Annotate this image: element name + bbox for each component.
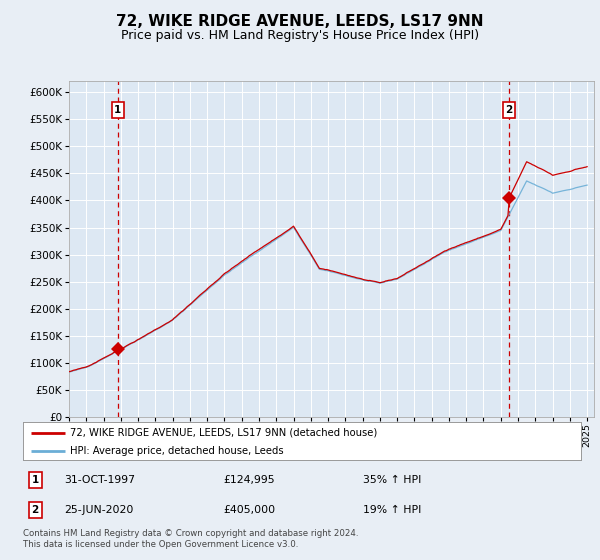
- Text: 72, WIKE RIDGE AVENUE, LEEDS, LS17 9NN (detached house): 72, WIKE RIDGE AVENUE, LEEDS, LS17 9NN (…: [70, 427, 377, 437]
- Text: 72, WIKE RIDGE AVENUE, LEEDS, LS17 9NN: 72, WIKE RIDGE AVENUE, LEEDS, LS17 9NN: [116, 14, 484, 29]
- Text: £405,000: £405,000: [224, 505, 276, 515]
- Text: 31-OCT-1997: 31-OCT-1997: [65, 474, 136, 484]
- Text: 1: 1: [31, 474, 39, 484]
- Text: £124,995: £124,995: [224, 474, 275, 484]
- Text: 1: 1: [114, 105, 121, 115]
- Text: 25-JUN-2020: 25-JUN-2020: [65, 505, 134, 515]
- Text: 35% ↑ HPI: 35% ↑ HPI: [363, 474, 422, 484]
- Text: Price paid vs. HM Land Registry's House Price Index (HPI): Price paid vs. HM Land Registry's House …: [121, 29, 479, 42]
- Text: 2: 2: [31, 505, 39, 515]
- Text: 19% ↑ HPI: 19% ↑ HPI: [363, 505, 422, 515]
- Text: 2: 2: [505, 105, 512, 115]
- Text: HPI: Average price, detached house, Leeds: HPI: Average price, detached house, Leed…: [70, 446, 284, 456]
- Text: Contains HM Land Registry data © Crown copyright and database right 2024.
This d: Contains HM Land Registry data © Crown c…: [23, 529, 358, 549]
